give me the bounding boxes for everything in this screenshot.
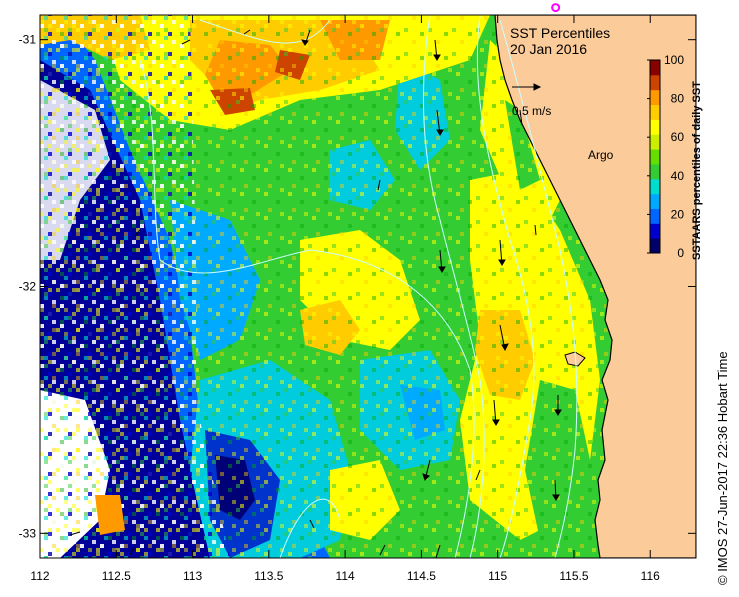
colorbar-tick-label: 100 <box>664 53 684 67</box>
x-tick-label: 112.5 <box>102 569 131 583</box>
colorbar-frame <box>649 59 661 254</box>
colorbar-tick-label: 80 <box>671 92 685 106</box>
land-mass <box>494 15 696 558</box>
current-vectors <box>69 29 562 558</box>
colorbar-segment <box>650 119 660 135</box>
colorbar-label: SSTAARS percentiles of daily SST <box>691 81 703 260</box>
x-tick-label: 114.5 <box>407 569 436 583</box>
x-tick-label: 113.5 <box>254 569 283 583</box>
y-tick-label: -32 <box>19 280 37 294</box>
colorbar-segment <box>650 60 660 76</box>
colorbar-segment <box>650 193 660 209</box>
x-tick-label: 112 <box>30 569 49 583</box>
colorbar-segment <box>650 223 660 239</box>
map-date: 20 Jan 2016 <box>510 41 587 57</box>
argo-label: Argo <box>588 148 614 162</box>
colorbar-segment <box>650 178 660 195</box>
x-tick-label: 115 <box>488 569 507 583</box>
map-title: SST Percentiles <box>510 25 610 41</box>
colorbar-tick-label: 60 <box>671 130 685 144</box>
plot-area <box>40 15 696 558</box>
scale-vector <box>512 83 542 91</box>
y-tick-label: -33 <box>19 526 37 540</box>
colorbar-segment <box>650 208 660 224</box>
colorbar-tick-label: 40 <box>671 169 685 183</box>
colorbar-segment <box>650 149 660 165</box>
x-tick-label: 113 <box>183 569 202 583</box>
axis-ticks: 112 112.5 113 113.5 114 114.5 115 115.5 116 -31 -3… <box>19 15 696 583</box>
argo-marker: Argo <box>551 3 614 162</box>
colorbar-segment <box>650 163 660 180</box>
colorbar-tick-label: 20 <box>671 207 685 221</box>
scale-vector-label: 0.5 m/s <box>512 104 551 118</box>
colorbar-segment <box>650 89 660 106</box>
colorbar-tick-label: 0 <box>677 246 684 260</box>
sw-orange-spot <box>95 495 125 535</box>
y-tick-label: -31 <box>19 33 37 47</box>
colorbar: 0 20 40 60 80 100 <box>647 53 684 260</box>
x-tick-label: 115.5 <box>559 569 588 583</box>
credit-text: © IMOS 27-Jun-2017 22:36 Hobart Time <box>715 351 730 585</box>
x-tick-label: 114 <box>336 569 355 583</box>
colorbar-segment <box>650 104 660 120</box>
x-tick-label: 116 <box>641 569 660 583</box>
colorbar-segment <box>650 134 660 150</box>
colorbar-segment <box>650 74 660 91</box>
colorbar-segment <box>650 238 660 254</box>
bathymetry-contours <box>139 15 578 558</box>
island <box>564 351 586 367</box>
